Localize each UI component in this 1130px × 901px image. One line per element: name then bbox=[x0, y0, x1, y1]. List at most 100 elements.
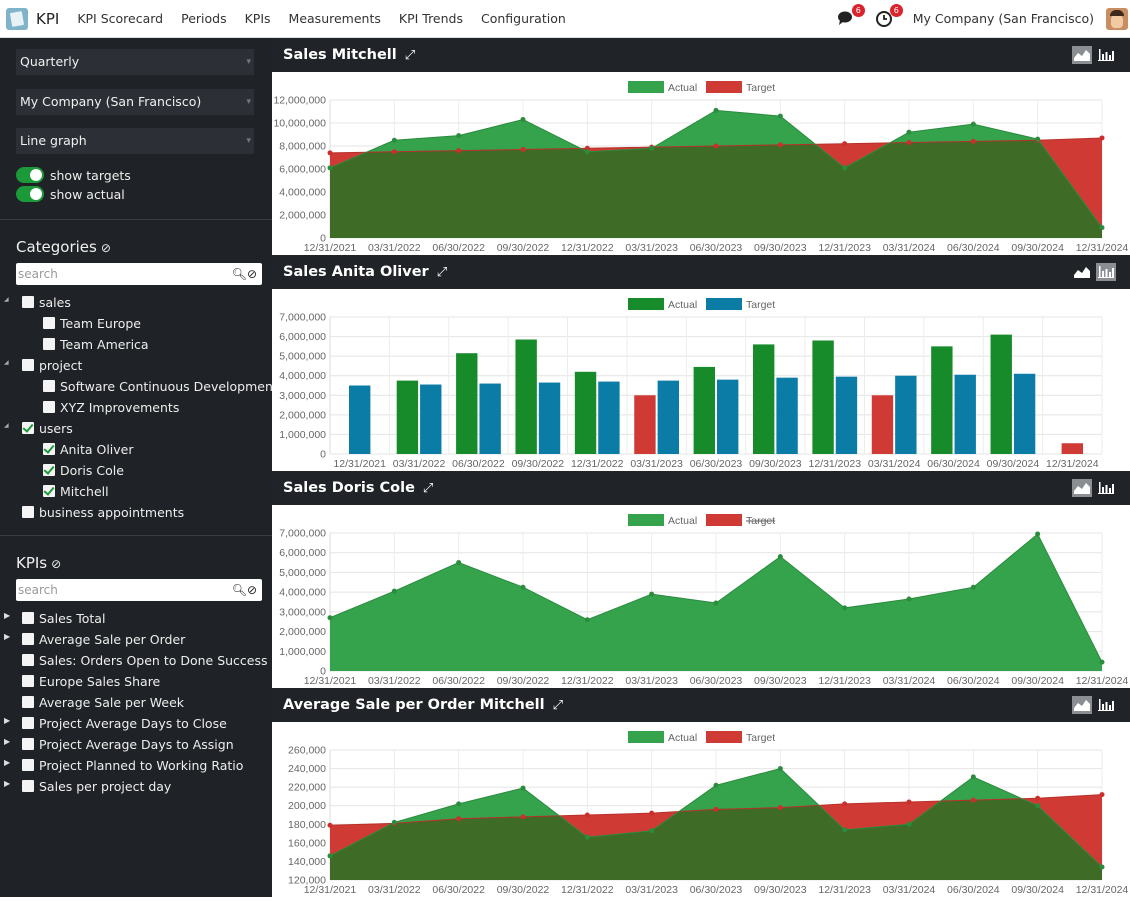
show-targets-toggle[interactable] bbox=[16, 167, 44, 183]
bar-chart-icon[interactable] bbox=[1096, 479, 1116, 497]
kpi-item-project-planned-to-working-ratio[interactable]: ▶ Project Planned to Working Ratio bbox=[4, 756, 243, 774]
x-tick-label: 03/31/2024 bbox=[883, 675, 936, 687]
search-icon[interactable]: 🔍︎ bbox=[231, 267, 247, 281]
kpis-search-input[interactable]: search 🔍︎⊘ bbox=[16, 579, 262, 601]
menu-kpi-trends[interactable]: KPI Trends bbox=[398, 11, 463, 26]
menu-kpis[interactable]: KPIs bbox=[244, 11, 271, 26]
bar-chart-icon[interactable] bbox=[1096, 263, 1116, 281]
category-item-business-appointments[interactable]: business appointments bbox=[22, 503, 184, 521]
kpi-checkbox[interactable] bbox=[22, 759, 34, 771]
collapse-caret-icon[interactable]: ◢ bbox=[4, 296, 9, 303]
kpi-checkbox[interactable] bbox=[22, 675, 34, 687]
x-tick-label: 06/30/2022 bbox=[432, 675, 485, 687]
menu-kpi-scorecard[interactable]: KPI Scorecard bbox=[77, 11, 164, 26]
kpi-checkbox[interactable] bbox=[22, 696, 34, 708]
show-actual-toggle[interactable] bbox=[16, 186, 44, 202]
kpi-checkbox[interactable] bbox=[22, 612, 34, 624]
expand-caret-icon[interactable]: ▶ bbox=[4, 737, 11, 746]
activities-button[interactable]: 6 bbox=[875, 3, 903, 28]
category-checkbox[interactable] bbox=[43, 485, 55, 497]
kpi-checkbox[interactable] bbox=[22, 654, 34, 666]
expand-icon[interactable]: ⤢ bbox=[422, 480, 434, 496]
category-item-team-america[interactable]: Team America bbox=[43, 335, 149, 353]
expand-caret-icon[interactable]: ▶ bbox=[4, 632, 11, 641]
kpi-item-project-average-days-to-assign[interactable]: ▶ Project Average Days to Assign bbox=[4, 735, 234, 753]
bar-chart-icon[interactable] bbox=[1096, 696, 1116, 714]
expand-caret-icon[interactable]: ▶ bbox=[4, 758, 11, 767]
x-tick-label: 12/31/2024 bbox=[1076, 884, 1129, 896]
expand-caret-icon[interactable]: ▶ bbox=[4, 611, 11, 620]
kpi-checkbox[interactable] bbox=[22, 780, 34, 792]
category-item-project[interactable]: ◢ project bbox=[4, 356, 82, 374]
category-item-anita-oliver[interactable]: Anita Oliver bbox=[43, 440, 134, 458]
categories-search-input[interactable]: search 🔍︎⊘ bbox=[16, 263, 262, 285]
bar-actual bbox=[693, 366, 715, 454]
clear-icon[interactable]: ⊘ bbox=[246, 583, 257, 597]
bar-actual bbox=[456, 353, 478, 454]
category-item-xyz-improvements[interactable]: XYZ Improvements bbox=[43, 398, 179, 416]
search-icon[interactable]: 🔍︎ bbox=[231, 583, 247, 597]
area-chart-icon[interactable] bbox=[1072, 263, 1092, 281]
category-item-users[interactable]: ◢ users bbox=[4, 419, 73, 437]
kpi-item-average-sale-per-week[interactable]: Average Sale per Week bbox=[22, 693, 184, 711]
expand-icon[interactable]: ⤢ bbox=[436, 264, 448, 280]
kpi-item-project-average-days-to-close[interactable]: ▶ Project Average Days to Close bbox=[4, 714, 227, 732]
category-checkbox[interactable] bbox=[22, 506, 34, 518]
category-checkbox[interactable] bbox=[43, 443, 55, 455]
kpi-item-average-sale-per-order[interactable]: ▶ Average Sale per Order bbox=[4, 630, 185, 648]
kpi-item-sales-orders-open-to-done-success-ratio[interactable]: Sales: Orders Open to Done Success Ratio bbox=[22, 651, 304, 669]
category-checkbox[interactable] bbox=[22, 422, 34, 434]
company-switcher[interactable]: My Company (San Francisco) bbox=[912, 11, 1094, 26]
collapse-caret-icon[interactable]: ◢ bbox=[4, 359, 9, 366]
menu-measurements[interactable]: Measurements bbox=[288, 11, 381, 26]
category-checkbox[interactable] bbox=[43, 338, 55, 350]
category-item-doris-cole[interactable]: Doris Cole bbox=[43, 461, 124, 479]
x-tick-label: 03/31/2024 bbox=[883, 242, 936, 254]
kpi-item-sales-total[interactable]: ▶ Sales Total bbox=[4, 609, 105, 627]
expand-caret-icon[interactable]: ▶ bbox=[4, 716, 11, 725]
kpi-item-europe-sales-share[interactable]: Europe Sales Share bbox=[22, 672, 160, 690]
x-tick-label: 09/30/2023 bbox=[754, 675, 807, 687]
category-item-team-europe[interactable]: Team Europe bbox=[43, 314, 141, 332]
expand-caret-icon[interactable]: ▶ bbox=[4, 779, 11, 788]
area-chart-icon[interactable] bbox=[1072, 479, 1092, 497]
category-item-mitchell[interactable]: Mitchell bbox=[43, 482, 109, 500]
point-actual bbox=[970, 584, 976, 590]
period-select[interactable]: Quarterly bbox=[16, 49, 254, 75]
y-tick-label: 5,000,000 bbox=[279, 567, 326, 579]
clear-kpis-icon[interactable]: ⊘ bbox=[51, 557, 62, 571]
kpi-checkbox[interactable] bbox=[22, 717, 34, 729]
chart-svg: Actual Target 260,000 240,000 220,000 200,000… bbox=[288, 731, 1129, 896]
chart-type-select[interactable]: Line graph bbox=[16, 128, 254, 154]
point-actual bbox=[906, 596, 912, 602]
app-logo-icon[interactable] bbox=[6, 7, 28, 30]
app-name[interactable]: KPI bbox=[36, 9, 60, 28]
kpi-checkbox[interactable] bbox=[22, 738, 34, 750]
area-chart-icon[interactable] bbox=[1072, 46, 1092, 64]
company-select[interactable]: My Company (San Francisco) bbox=[16, 89, 254, 115]
category-checkbox[interactable] bbox=[43, 464, 55, 476]
bar-chart-icon[interactable] bbox=[1096, 46, 1116, 64]
area-chart-icon[interactable] bbox=[1072, 696, 1092, 714]
point-target bbox=[842, 141, 848, 147]
clear-categories-icon[interactable]: ⊘ bbox=[100, 241, 111, 255]
messages-button[interactable]: 6 bbox=[837, 3, 865, 28]
kpi-item-sales-per-project-day[interactable]: ▶ Sales per project day bbox=[4, 777, 171, 795]
menu-configuration[interactable]: Configuration bbox=[481, 11, 566, 26]
category-checkbox[interactable] bbox=[43, 317, 55, 329]
category-checkbox[interactable] bbox=[43, 401, 55, 413]
collapse-caret-icon[interactable]: ◢ bbox=[4, 422, 9, 429]
avatar-icon[interactable] bbox=[1106, 7, 1128, 30]
expand-icon[interactable]: ⤢ bbox=[404, 47, 416, 63]
category-checkbox[interactable] bbox=[43, 380, 55, 392]
area-actual bbox=[330, 533, 1102, 671]
category-item-sales[interactable]: ◢ sales bbox=[4, 293, 71, 311]
menu-periods[interactable]: Periods bbox=[181, 11, 227, 26]
category-checkbox[interactable] bbox=[22, 359, 34, 371]
chart-panel-sales-anita-oliver: Sales Anita Oliver ⤢ Actual Target 7,000,000… bbox=[272, 255, 1130, 471]
category-item-software-continuous-development[interactable]: Software Continuous Development bbox=[43, 377, 278, 395]
clear-icon[interactable]: ⊘ bbox=[246, 267, 257, 281]
category-checkbox[interactable] bbox=[22, 296, 34, 308]
expand-icon[interactable]: ⤢ bbox=[552, 697, 564, 713]
kpi-checkbox[interactable] bbox=[22, 633, 34, 645]
